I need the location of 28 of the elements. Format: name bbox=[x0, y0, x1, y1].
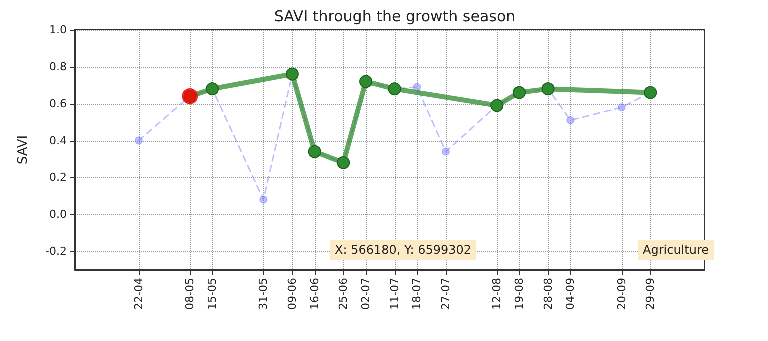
y-axis-title: SAVI bbox=[16, 135, 31, 165]
chart-title: SAVI through the growth season bbox=[274, 8, 516, 26]
annotation: Agriculture bbox=[643, 243, 709, 257]
x-tick-label: 28-08 bbox=[542, 278, 555, 310]
y-tick-label: 0.0 bbox=[50, 208, 67, 222]
x-tick-label: 15-05 bbox=[206, 278, 220, 310]
x-tick-label: 20-09 bbox=[615, 278, 628, 310]
x-tick-label: 25-06 bbox=[337, 278, 350, 310]
y-tick-label: 0.6 bbox=[50, 97, 67, 110]
y-tick-label: 0.8 bbox=[50, 60, 67, 74]
x-tick-label: 09-06 bbox=[286, 278, 299, 310]
x-tick-label: 19-08 bbox=[513, 278, 526, 310]
y-tick-label: 1.0 bbox=[50, 24, 67, 36]
x-tick-label: 04-09 bbox=[564, 278, 578, 310]
y-tick-label: 0.2 bbox=[50, 171, 67, 184]
x-tick-label: 02-07 bbox=[360, 278, 373, 310]
x-tick-label: 16-06 bbox=[308, 278, 322, 310]
x-tick-label: 18-07 bbox=[410, 278, 424, 310]
x-tick-label: 27-07 bbox=[439, 278, 452, 310]
x-tick-label: 29-09 bbox=[644, 278, 658, 310]
x-tick-label: 31-05 bbox=[257, 278, 270, 310]
x-tick-label: 08-05 bbox=[184, 278, 197, 310]
y-tick-label: -0.2 bbox=[46, 245, 67, 258]
y-tick-label: 0.4 bbox=[50, 134, 67, 148]
x-tick-label: 12-08 bbox=[490, 278, 504, 310]
x-tick-label: 22-04 bbox=[132, 278, 146, 310]
annotation: X: 566180, Y: 6599302 bbox=[335, 243, 472, 257]
x-tick-label: 11-07 bbox=[388, 278, 402, 310]
